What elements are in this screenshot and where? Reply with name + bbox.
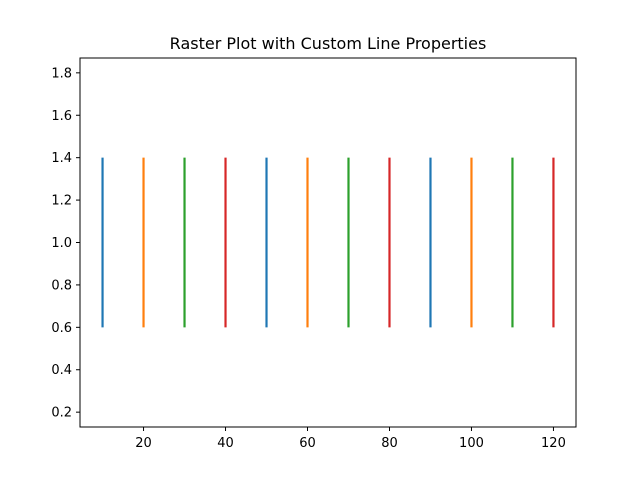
y-tick-label: 0.6 bbox=[51, 321, 72, 336]
y-tick-label: 1.2 bbox=[51, 194, 72, 209]
x-axis: 20 40 60 80 100 120 bbox=[135, 427, 566, 451]
events-layer bbox=[101, 157, 555, 328]
x-tick-label: 120 bbox=[541, 436, 566, 451]
y-tick-label: 0.2 bbox=[51, 406, 72, 421]
y-axis: 0.2 0.4 0.6 0.8 1.0 1.2 1.4 1.6 1.8 bbox=[51, 66, 80, 421]
y-tick-label: 0.4 bbox=[51, 363, 72, 378]
chart-title: Raster Plot with Custom Line Properties bbox=[170, 34, 487, 53]
x-tick-label: 20 bbox=[135, 436, 152, 451]
x-tick-label: 80 bbox=[381, 436, 398, 451]
y-tick-label: 1.8 bbox=[51, 66, 72, 81]
x-tick-label: 60 bbox=[299, 436, 316, 451]
y-tick-label: 1.0 bbox=[51, 236, 72, 251]
x-tick-label: 100 bbox=[459, 436, 484, 451]
y-tick-label: 1.4 bbox=[51, 151, 72, 166]
x-tick-label: 40 bbox=[217, 436, 234, 451]
y-tick-label: 1.6 bbox=[51, 109, 72, 124]
plot-area-frame bbox=[79, 57, 577, 428]
y-tick-label: 0.8 bbox=[51, 278, 72, 293]
